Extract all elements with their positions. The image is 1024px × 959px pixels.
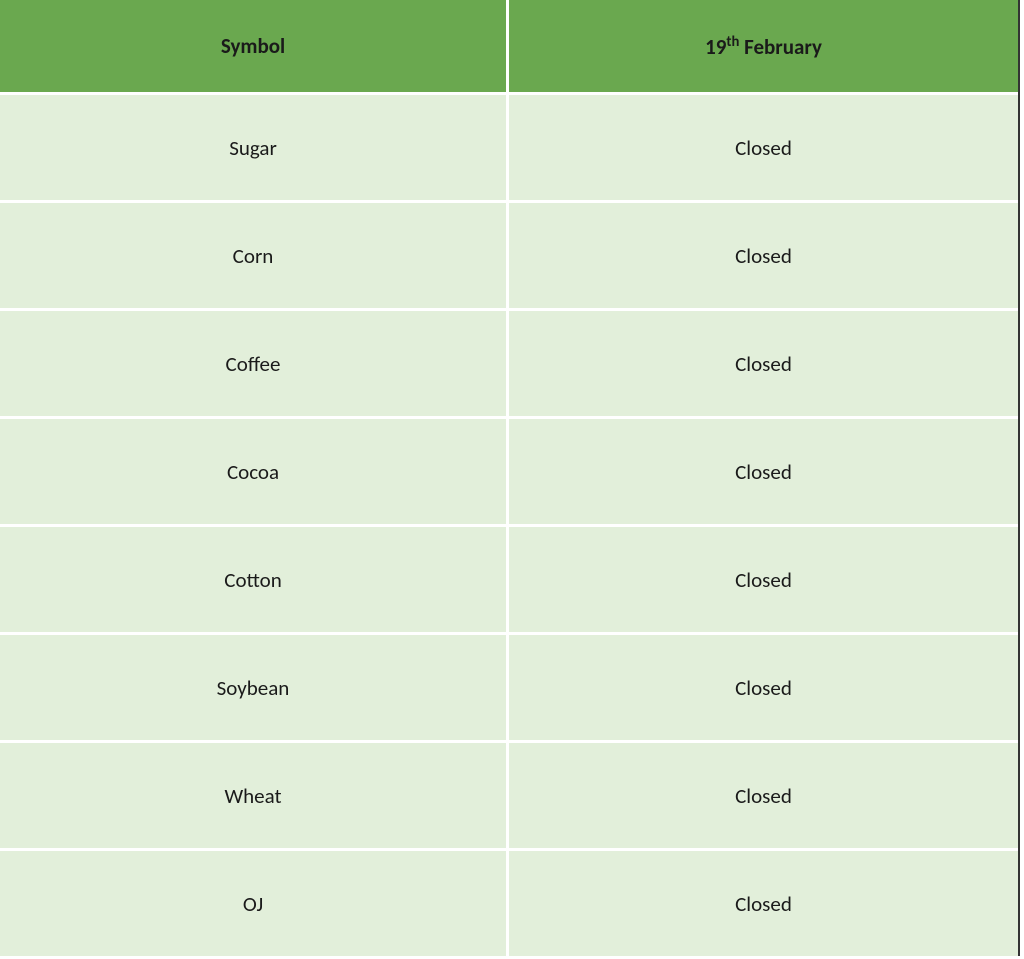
cell-symbol: Soybean bbox=[0, 632, 509, 740]
cell-status: Closed bbox=[509, 416, 1018, 524]
table: Symbol 19th February Sugar Closed Corn C… bbox=[0, 0, 1018, 956]
cell-status: Closed bbox=[509, 92, 1018, 200]
column-header-date: 19th February bbox=[509, 0, 1018, 92]
cell-symbol: Corn bbox=[0, 200, 509, 308]
cell-symbol: Coffee bbox=[0, 308, 509, 416]
table-row: Wheat Closed bbox=[0, 740, 1018, 848]
cell-status: Closed bbox=[509, 200, 1018, 308]
cell-symbol: Sugar bbox=[0, 92, 509, 200]
cell-symbol: Cotton bbox=[0, 524, 509, 632]
cell-symbol: Wheat bbox=[0, 740, 509, 848]
table-row: Cocoa Closed bbox=[0, 416, 1018, 524]
table-header-row: Symbol 19th February bbox=[0, 0, 1018, 92]
table-row: OJ Closed bbox=[0, 848, 1018, 956]
header-date-ordinal: th bbox=[726, 32, 739, 50]
cell-status: Closed bbox=[509, 848, 1018, 956]
table-row: Coffee Closed bbox=[0, 308, 1018, 416]
column-header-symbol: Symbol bbox=[0, 0, 509, 92]
table-row: Corn Closed bbox=[0, 200, 1018, 308]
cell-status: Closed bbox=[509, 632, 1018, 740]
table-row: Soybean Closed bbox=[0, 632, 1018, 740]
cell-status: Closed bbox=[509, 524, 1018, 632]
commodity-status-table: Symbol 19th February Sugar Closed Corn C… bbox=[0, 0, 1020, 956]
cell-status: Closed bbox=[509, 308, 1018, 416]
header-date-day: 19 bbox=[705, 34, 726, 60]
cell-status: Closed bbox=[509, 740, 1018, 848]
cell-symbol: Cocoa bbox=[0, 416, 509, 524]
table-row: Sugar Closed bbox=[0, 92, 1018, 200]
cell-symbol: OJ bbox=[0, 848, 509, 956]
table-row: Cotton Closed bbox=[0, 524, 1018, 632]
table-body: Sugar Closed Corn Closed Coffee Closed C… bbox=[0, 92, 1018, 956]
header-date-month: February bbox=[744, 34, 822, 60]
